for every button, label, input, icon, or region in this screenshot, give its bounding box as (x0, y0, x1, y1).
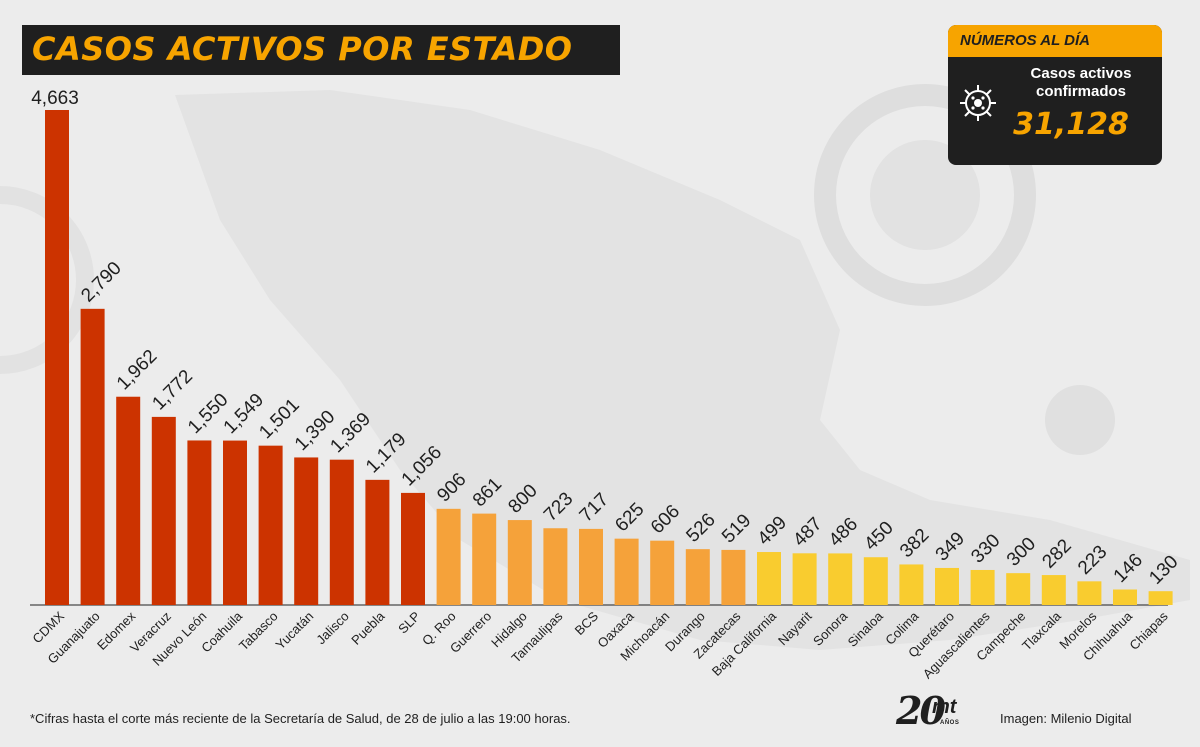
value-label-23: 450 (860, 517, 897, 554)
value-label-15: 717 (576, 489, 613, 526)
value-label-4: 1,550 (184, 390, 232, 438)
category-label-31: Chiapas (1126, 608, 1171, 653)
category-label-9: Puebla (348, 608, 388, 648)
bar-26 (970, 569, 995, 605)
bar-0 (45, 110, 69, 605)
page-title: CASOS ACTIVOS POR ESTADO (32, 30, 573, 68)
bar-1 (80, 308, 105, 605)
bar-2 (116, 396, 141, 605)
value-label-21: 487 (789, 514, 826, 551)
logo-sub: AÑOS (940, 720, 960, 726)
bar-29 (1077, 581, 1102, 605)
bar-28 (1041, 575, 1066, 605)
virus-icon (960, 85, 996, 121)
bar-30 (1113, 589, 1137, 605)
bar-5 (223, 440, 247, 605)
footnote: *Cifras hasta el corte más reciente de l… (30, 711, 571, 726)
bar-27 (1006, 573, 1031, 605)
value-label-14: 723 (540, 489, 577, 526)
bar-11 (436, 508, 461, 605)
category-label-28: Tlaxcala (1019, 608, 1064, 653)
category-label-8: Jalisco (313, 609, 352, 648)
bar-22 (828, 553, 853, 605)
bar-6 (258, 445, 283, 605)
bar-31 (1148, 591, 1173, 605)
map-silhouette (175, 90, 1190, 650)
bar-12 (472, 513, 497, 605)
value-label-27: 300 (1003, 533, 1040, 570)
bar-15 (579, 528, 603, 605)
value-label-22: 486 (825, 514, 862, 551)
bar-8 (329, 459, 354, 605)
bar-20 (757, 552, 781, 605)
value-label-24: 382 (896, 525, 933, 562)
badge-title: NÚMEROS AL DÍA (960, 32, 1091, 49)
bar-7 (294, 457, 319, 605)
value-label-31: 130 (1145, 551, 1182, 588)
value-label-26: 330 (967, 530, 1004, 567)
value-label-28: 282 (1038, 535, 1075, 572)
value-label-12: 861 (469, 474, 506, 511)
value-label-11: 906 (433, 469, 470, 506)
bar-23 (863, 557, 888, 605)
value-label-29: 223 (1074, 542, 1111, 579)
category-label-23: Sinaloa (845, 608, 887, 650)
value-label-13: 800 (504, 480, 541, 517)
bar-21 (792, 553, 817, 605)
value-label-18: 526 (682, 509, 719, 546)
value-label-19: 519 (718, 510, 755, 547)
value-label-3: 1,772 (148, 366, 196, 414)
value-label-20: 499 (754, 512, 791, 549)
bar-3 (151, 416, 176, 605)
value-label-2: 1,962 (113, 346, 161, 394)
bar-14 (543, 528, 568, 605)
value-label-1: 2,790 (77, 258, 125, 306)
category-label-10: SLP (395, 609, 423, 637)
bar-18 (685, 549, 710, 605)
numbers-badge: NÚMEROS AL DÍA Casos activos confirmados… (948, 25, 1162, 165)
title-banner: CASOS ACTIVOS POR ESTADO (22, 25, 620, 75)
bar-17 (650, 540, 675, 605)
bar-24 (899, 564, 924, 605)
bar-10 (401, 492, 425, 605)
category-label-21: Nayarit (775, 608, 815, 648)
badge-header: NÚMEROS AL DÍA (948, 25, 1162, 57)
bar-25 (935, 567, 959, 605)
category-label-22: Sonora (810, 608, 851, 649)
bar-4 (187, 440, 212, 605)
bar-9 (365, 479, 390, 605)
value-label-17: 606 (647, 501, 684, 538)
bar-13 (507, 520, 532, 605)
logo-number: 20 (896, 688, 946, 733)
bar-16 (614, 538, 639, 605)
value-label-0: 4,663 (31, 88, 79, 109)
milenio-20-logo: 20 mt AÑOS (896, 688, 976, 735)
badge-value: 31,128 (1013, 107, 1129, 142)
value-label-16: 625 (611, 499, 648, 536)
value-label-30: 146 (1110, 550, 1147, 587)
badge-label: Casos activos confirmados (1030, 65, 1132, 100)
virus-decoration (814, 84, 1036, 306)
category-label-7: Yucatán (272, 609, 316, 653)
logo-mark: mt (932, 696, 957, 718)
category-label-20: Baja California (709, 608, 780, 679)
category-label-15: BCS (572, 608, 602, 638)
value-label-25: 349 (932, 528, 969, 565)
category-label-6: Tabasco (236, 609, 281, 654)
bar-19 (721, 549, 746, 605)
image-credit: Imagen: Milenio Digital (1000, 711, 1132, 726)
